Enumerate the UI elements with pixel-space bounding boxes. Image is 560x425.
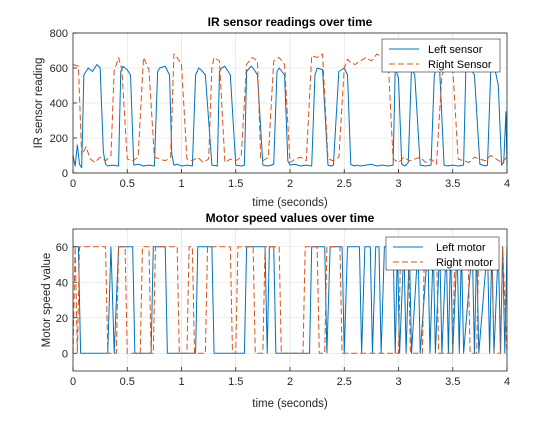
y-axis-ticks: 0 200 400 600 800 (50, 28, 77, 180)
y-tick-label: 40 (56, 277, 68, 289)
y-tick-label: 200 (50, 133, 68, 145)
x-tick-label: 2.5 (337, 178, 352, 190)
legend-label-left-sensor: Left sensor (428, 44, 483, 56)
x-tick-label: 4 (504, 376, 510, 388)
y-tick-label: 0 (62, 348, 68, 360)
series-line-right-motor (72, 246, 508, 354)
x-tick-label: 2.5 (337, 376, 352, 388)
x-tick-label: 4 (504, 178, 510, 190)
motor-speed-chart: 0 0.5 1 1.5 2 2.5 3 3.5 4 0 20 40 60 Motor speed va… (41, 211, 510, 410)
x-tick-label: 3 (395, 178, 401, 190)
x-tick-label: 3 (395, 376, 401, 388)
x-tick-label: 3.5 (445, 376, 460, 388)
x-tick-label: 1 (178, 178, 184, 190)
legend-label-right-sensor: Right Sensor (428, 59, 492, 71)
x-tick-label: 1 (178, 376, 184, 388)
y-tick-label: 0 (62, 168, 68, 180)
x-tick-label: 0 (70, 178, 76, 190)
x-axis-label: time (seconds) (252, 197, 328, 209)
legend: Left sensor Right Sensor (381, 38, 501, 73)
legend-box (385, 236, 500, 271)
x-tick-label: 0.5 (120, 178, 135, 190)
y-tick-label: 400 (50, 98, 68, 110)
chart-title: IR sensor readings over time (208, 15, 373, 29)
x-tick-label: 3.5 (445, 178, 460, 190)
x-axis-label: time (seconds) (252, 398, 328, 410)
x-tick-label: 2 (287, 376, 293, 388)
series-lines (72, 246, 508, 354)
y-axis-label: IR sensor reading (33, 58, 45, 149)
x-axis-ticks: 0 0.5 1 1.5 2 2.5 3 3.5 4 (70, 169, 510, 190)
y-tick-label: 60 (56, 242, 68, 254)
legend-label-right-motor: Right motor (436, 257, 493, 269)
y-axis-ticks: 0 20 40 60 (56, 242, 77, 360)
x-axis-ticks: 0 0.5 1 1.5 2 2.5 3 3.5 4 (70, 367, 510, 388)
chart-title: Motor speed values over time (206, 211, 375, 225)
series-line-right-sensor (72, 50, 508, 165)
x-tick-label: 1.5 (228, 178, 243, 190)
x-tick-label: 2 (287, 178, 293, 190)
y-tick-label: 800 (50, 28, 68, 40)
x-tick-label: 1.5 (228, 376, 243, 388)
legend-box (381, 38, 501, 73)
x-tick-label: 0 (70, 376, 76, 388)
ir-sensor-chart: 0 0.5 1 1.5 2 2.5 3 3.5 4 0 200 400 600 800 IR senso… (33, 15, 510, 209)
y-tick-label: 20 (56, 313, 68, 325)
legend: Left motor Right motor (385, 236, 500, 271)
y-tick-label: 600 (50, 63, 68, 75)
y-axis-label: Motor speed value (41, 253, 53, 348)
legend-label-left-motor: Left motor (436, 242, 486, 254)
x-tick-label: 0.5 (120, 376, 135, 388)
